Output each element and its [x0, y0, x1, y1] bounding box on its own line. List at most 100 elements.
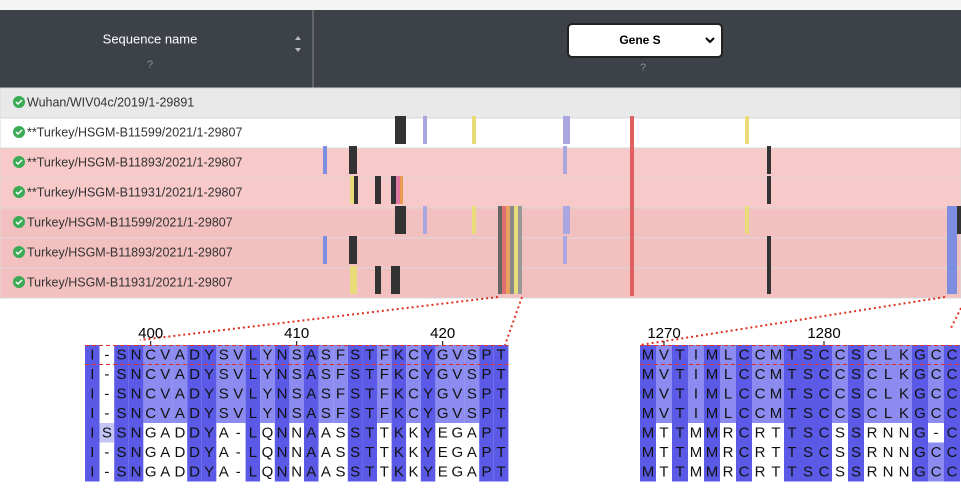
residue: V — [160, 405, 170, 422]
residue: V — [160, 366, 170, 383]
residue-cell — [704, 403, 720, 423]
help[interactable]: ? — [640, 62, 646, 74]
residue-cell — [704, 423, 720, 443]
residue: N — [131, 386, 142, 403]
residue-cell — [479, 442, 494, 462]
residue: S — [292, 366, 302, 383]
residue: S — [292, 386, 302, 403]
residue: A — [306, 405, 316, 422]
residue-cell — [752, 345, 768, 365]
residue: C — [931, 386, 942, 403]
position-label: 1270 — [647, 325, 680, 342]
residue: Y — [423, 464, 433, 481]
residue: T — [771, 425, 780, 442]
residue-cell — [435, 384, 450, 404]
residue-cell — [391, 345, 407, 365]
residue-cell — [464, 345, 480, 365]
residue-cell — [347, 442, 363, 462]
residue: C — [819, 405, 830, 422]
residue: K — [394, 366, 404, 383]
residue: G — [451, 425, 463, 442]
residue-cell — [99, 345, 115, 365]
residue-cell — [260, 403, 275, 423]
mutation — [423, 206, 427, 234]
residue: - — [104, 347, 109, 364]
residue: T — [365, 425, 374, 442]
residue-cell — [333, 442, 348, 462]
residue: G — [451, 444, 463, 461]
mutation — [563, 236, 567, 264]
residue: C — [947, 405, 958, 422]
residue-cell — [784, 345, 800, 365]
residue-cell — [377, 384, 392, 404]
residue-cell — [768, 403, 784, 423]
residue-cell — [114, 442, 129, 462]
residue: T — [497, 405, 506, 422]
residue: P — [481, 386, 491, 403]
residue-cell — [406, 462, 421, 482]
residue: T — [787, 464, 796, 481]
residue: C — [145, 366, 156, 383]
residue: P — [481, 464, 491, 481]
residue-cell — [912, 384, 928, 404]
residue-cell — [274, 345, 290, 365]
residue: K — [394, 425, 404, 442]
residue: F — [336, 405, 345, 422]
residue: S — [116, 366, 126, 383]
residue: T — [365, 444, 374, 461]
residue-cell — [800, 462, 816, 482]
residue-cell — [450, 423, 465, 443]
residue: I — [694, 386, 698, 403]
residue: E — [438, 444, 448, 461]
residue-cell — [752, 462, 768, 482]
residue-cell — [216, 423, 231, 443]
residue-cell — [158, 345, 173, 365]
residue-cell — [800, 442, 816, 462]
sort-icon[interactable] — [295, 36, 301, 52]
residue-cell — [304, 345, 319, 365]
column-title[interactable]: Sequence name — [103, 31, 198, 46]
residue-cell — [720, 403, 736, 423]
residue-cell — [333, 345, 348, 365]
help[interactable]: ? — [147, 59, 153, 71]
residue-cell — [216, 442, 231, 462]
residue: K — [394, 444, 404, 461]
check-mark — [15, 279, 23, 286]
gene-select[interactable] — [567, 23, 723, 58]
residue-cell — [435, 403, 450, 423]
gene-track — [323, 116, 961, 296]
residue-cell — [128, 442, 144, 462]
residue: C — [835, 366, 846, 383]
residue: C — [835, 386, 846, 403]
residue-cell — [377, 442, 392, 462]
residue-cell — [736, 403, 752, 423]
residue-cell — [245, 462, 261, 482]
residue: Y — [262, 405, 272, 422]
residue: A — [306, 464, 316, 481]
residue-cell — [391, 403, 407, 423]
residue: F — [336, 386, 345, 403]
residue-cell — [347, 364, 363, 384]
residue: R — [867, 444, 878, 461]
residue-cell — [347, 403, 363, 423]
residue: C — [931, 444, 942, 461]
residue: L — [249, 386, 257, 403]
gene-select-label[interactable]: Gene S — [619, 33, 660, 47]
residue-cell — [944, 442, 960, 462]
residue: Q — [262, 464, 274, 481]
residue: K — [394, 405, 404, 422]
residue-cell — [245, 384, 261, 404]
residue: E — [438, 425, 448, 442]
residue: S — [219, 347, 229, 364]
mutation — [349, 146, 357, 174]
residue-cell — [172, 403, 188, 423]
residue-cell — [864, 345, 880, 365]
residue-cell — [784, 384, 800, 404]
residue-cell — [289, 403, 304, 423]
residue-cell — [260, 462, 275, 482]
mutation — [375, 266, 381, 294]
residue: G — [451, 464, 463, 481]
residue-cell — [391, 442, 407, 462]
residue-cell — [912, 423, 928, 443]
residue: C — [739, 425, 750, 442]
